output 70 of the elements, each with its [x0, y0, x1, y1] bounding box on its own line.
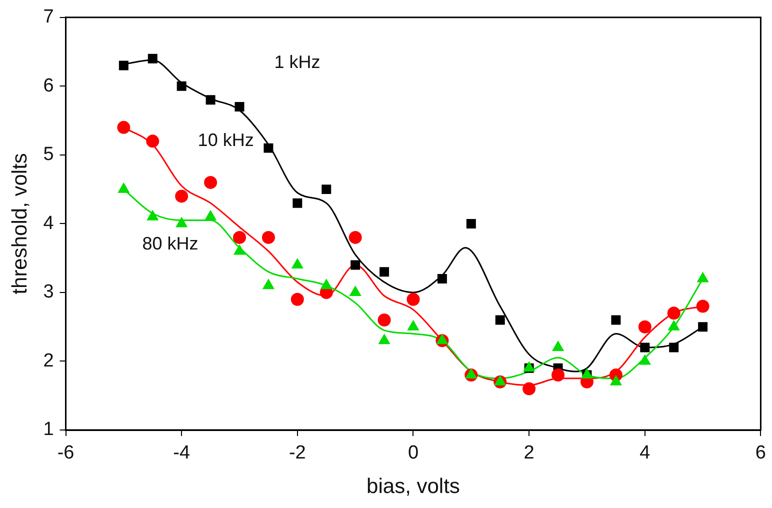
x-tick-label: 0 — [408, 442, 419, 464]
annotation: 80 kHz — [142, 233, 198, 254]
point — [234, 244, 246, 255]
point — [378, 334, 390, 344]
point — [292, 198, 302, 208]
point — [380, 267, 390, 277]
point — [667, 306, 680, 320]
point — [436, 334, 448, 344]
point — [320, 279, 332, 290]
x-axis-title: bias, volts — [366, 475, 460, 498]
point — [698, 322, 708, 332]
point — [322, 184, 332, 194]
point — [350, 286, 362, 296]
point — [176, 81, 186, 91]
point — [175, 190, 188, 203]
y-tick-label: 3 — [43, 282, 54, 303]
point — [494, 375, 506, 386]
y-tick-label: 5 — [43, 144, 54, 166]
point — [204, 210, 216, 220]
point — [292, 258, 304, 268]
point — [146, 210, 158, 220]
annotation: 1 kHz — [274, 52, 320, 72]
point — [350, 260, 360, 270]
point — [117, 120, 130, 134]
point — [348, 230, 362, 244]
y-axis-title: threshold, volts — [8, 153, 32, 294]
point — [638, 320, 652, 334]
x-tick-label: 2 — [524, 442, 534, 464]
point — [264, 143, 274, 153]
point — [204, 176, 218, 189]
point — [522, 382, 536, 396]
point — [639, 354, 651, 365]
point — [552, 368, 565, 382]
point — [640, 342, 650, 352]
point — [176, 217, 188, 228]
point — [262, 279, 274, 290]
x-tick-label: 6 — [755, 442, 766, 464]
point — [610, 375, 622, 386]
point — [495, 315, 505, 325]
point — [408, 320, 419, 330]
point — [406, 292, 420, 306]
point — [290, 292, 304, 306]
point — [234, 102, 244, 112]
x-tick-label: -4 — [173, 442, 190, 464]
point — [465, 368, 477, 378]
point — [611, 315, 621, 325]
x-tick-label: -2 — [288, 442, 306, 464]
point — [696, 300, 710, 313]
point — [118, 60, 128, 70]
y-tick-label: 7 — [43, 6, 54, 28]
point — [668, 320, 680, 330]
x-tick-label: 4 — [640, 442, 651, 464]
point — [697, 272, 708, 282]
point — [552, 340, 564, 351]
x-tick-label: -6 — [57, 442, 74, 464]
point — [669, 342, 679, 352]
point — [206, 95, 216, 105]
point — [233, 230, 246, 244]
point — [466, 218, 476, 228]
annotation: 10 kHz — [198, 130, 254, 150]
point — [118, 182, 130, 193]
point — [437, 274, 447, 284]
point — [146, 134, 160, 148]
y-tick-label: 4 — [43, 212, 54, 234]
point — [148, 54, 158, 64]
y-tick-label: 6 — [43, 75, 54, 96]
point — [378, 313, 391, 326]
point — [262, 230, 275, 244]
y-tick-label: 2 — [43, 350, 54, 372]
y-tick-label: 1 — [43, 419, 54, 440]
